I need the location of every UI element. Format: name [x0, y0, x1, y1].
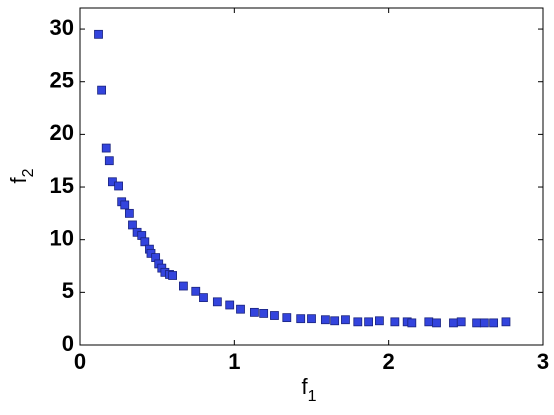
point — [375, 316, 384, 326]
point — [212, 297, 222, 307]
point — [124, 208, 134, 218]
point — [341, 315, 350, 325]
point — [97, 85, 107, 95]
point — [449, 318, 458, 328]
point — [199, 293, 208, 303]
x-axis-label-sub: 1 — [308, 388, 317, 405]
point — [320, 315, 330, 325]
point — [120, 200, 130, 210]
point — [501, 317, 511, 327]
x-tick-label: 3 — [537, 349, 549, 374]
point — [104, 156, 114, 166]
y-tick-label: 20 — [50, 120, 74, 145]
point — [236, 304, 245, 314]
y-axis-label: f2 — [6, 168, 37, 183]
point — [282, 313, 292, 323]
point — [472, 318, 482, 328]
point — [407, 318, 417, 328]
x-axis-label-base: f — [301, 374, 308, 399]
point — [249, 307, 259, 317]
y-tick-label: 30 — [50, 15, 74, 40]
point — [489, 318, 499, 328]
plot-frame — [79, 7, 544, 346]
y-tick-label: 5 — [62, 278, 74, 303]
point — [179, 281, 188, 291]
point — [114, 181, 123, 191]
point — [456, 317, 466, 327]
point — [94, 29, 103, 39]
point — [296, 314, 306, 324]
x-tick-label: 1 — [228, 349, 240, 374]
y-axis-label-base: f — [6, 177, 31, 184]
y-tick-label: 10 — [50, 226, 74, 251]
point — [168, 271, 178, 280]
y-tick-label: 0 — [62, 331, 74, 356]
point — [140, 237, 150, 247]
point — [390, 317, 400, 327]
point — [259, 309, 269, 318]
y-tick-label: 15 — [50, 173, 74, 198]
point — [101, 143, 111, 153]
point — [307, 314, 316, 324]
point — [270, 311, 279, 320]
point — [364, 317, 374, 327]
y-axis-label-sub: 2 — [20, 168, 37, 177]
point — [479, 318, 489, 328]
point — [432, 318, 441, 328]
point — [191, 286, 201, 296]
point — [424, 317, 434, 327]
y-tick-label: 25 — [50, 68, 74, 93]
point — [225, 300, 235, 310]
point — [128, 220, 137, 230]
point — [353, 317, 363, 327]
x-tick-label: 0 — [74, 349, 86, 374]
point — [330, 316, 340, 326]
x-axis-label: f1 — [301, 374, 316, 405]
x-tick-label: 2 — [383, 349, 395, 374]
